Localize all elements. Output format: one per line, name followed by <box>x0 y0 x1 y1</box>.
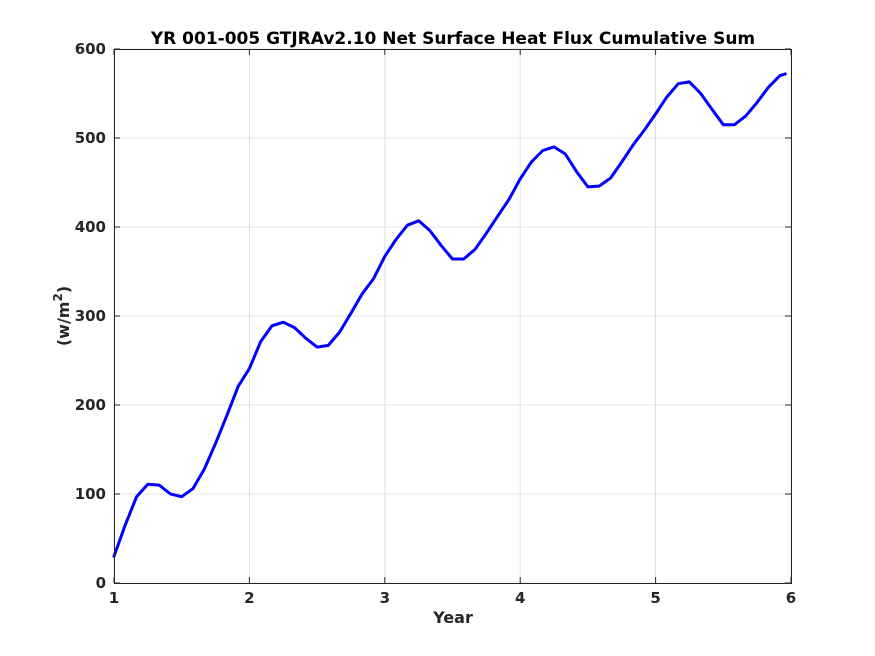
series-layer <box>112 72 787 558</box>
y-tick-label: 100 <box>75 485 106 503</box>
x-axis-ticks: 1 2 3 4 5 6 <box>109 49 796 607</box>
x-tick-label: 5 <box>650 589 660 607</box>
x-tick-label: 6 <box>786 589 796 607</box>
grid-lines <box>113 48 792 584</box>
y-tick-label: 600 <box>75 40 106 58</box>
x-tick-label: 3 <box>380 589 390 607</box>
y-axis-label-close: ) <box>54 286 73 293</box>
x-tick-label: 1 <box>109 589 119 607</box>
y-tick-label: 500 <box>75 129 106 147</box>
y-tick-label: 400 <box>75 218 106 236</box>
y-axis-label-superscript: 2 <box>51 293 65 301</box>
y-tick-label: 300 <box>75 307 106 325</box>
x-tick-label: 2 <box>244 589 254 607</box>
x-tick-label: 4 <box>515 589 525 607</box>
y-axis-label-base: (w/m <box>54 302 73 347</box>
y-axis-ticks: 0 100 200 300 400 500 600 <box>75 40 791 592</box>
series-line <box>112 72 787 558</box>
chart-title: YR 001-005 GTJRAv2.10 Net Surface Heat F… <box>150 29 755 49</box>
plot-area-frame <box>114 49 792 584</box>
y-tick-label: 0 <box>96 574 106 592</box>
y-tick-label: 200 <box>75 396 106 414</box>
y-axis-label: (w/m2) <box>51 286 73 346</box>
x-axis-label: Year <box>432 608 473 627</box>
